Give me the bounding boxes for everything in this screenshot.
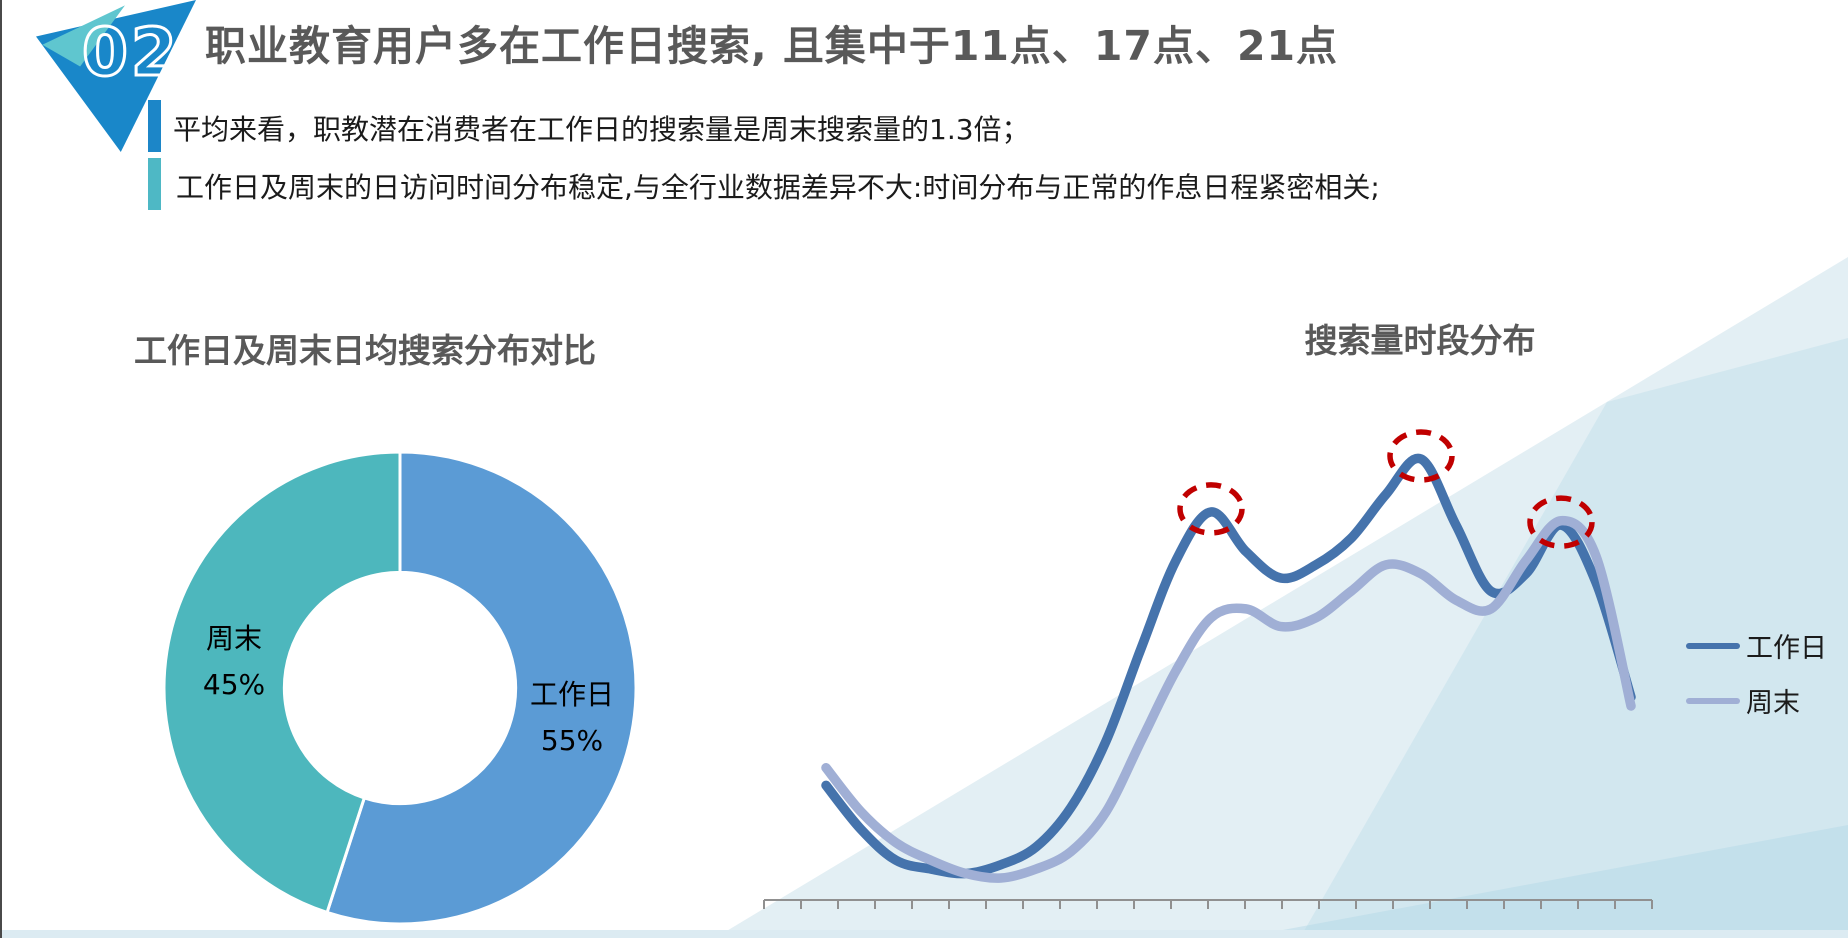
background-bottom-strip bbox=[0, 930, 1848, 938]
legend-item-weekend: 周末 bbox=[1686, 681, 1848, 720]
legend-item-workday: 工作日 bbox=[1686, 626, 1848, 665]
bullet-1-text: 平均来看，职教潜在消费者在工作日的搜索量是周末搜索量的1.3倍； bbox=[173, 113, 1030, 146]
line-chart-legend: 工作日 周末 bbox=[1686, 626, 1848, 736]
legend-label-workday: 工作日 bbox=[1746, 633, 1827, 664]
pie-label-weekend-value: 45% bbox=[202, 668, 266, 701]
line-chart-title: 搜索量时段分布 bbox=[1304, 321, 1536, 360]
pie-label-weekend-name: 周末 bbox=[205, 622, 262, 655]
badge-number: 02 bbox=[81, 13, 180, 93]
legend-label-weekend: 周末 bbox=[1746, 688, 1800, 719]
bullet-1-bar bbox=[148, 100, 161, 152]
pie-chart-title: 工作日及周末日均搜索分布对比 bbox=[134, 331, 596, 370]
pie-label-workday-name: 工作日 bbox=[529, 678, 614, 711]
legend-swatch-workday bbox=[1686, 642, 1740, 649]
pie-label-weekend: 周末 45% bbox=[186, 616, 282, 708]
legend-swatch-weekend bbox=[1686, 697, 1740, 704]
section-badge: 02 bbox=[36, 0, 196, 152]
bullet-2-bar bbox=[148, 158, 161, 210]
page-title: 职业教育用户多在工作日搜索, 且集中于11点、17点、21点 bbox=[205, 22, 1339, 70]
pie-label-workday: 工作日 55% bbox=[514, 672, 630, 764]
bullet-2-text: 工作日及周末的日访问时间分布稳定,与全行业数据差异不大:时间分布与正常的作息日程… bbox=[176, 171, 1380, 204]
pie-label-workday-value: 55% bbox=[540, 724, 604, 757]
donut-chart bbox=[162, 450, 638, 926]
window-edge bbox=[0, 0, 2, 938]
